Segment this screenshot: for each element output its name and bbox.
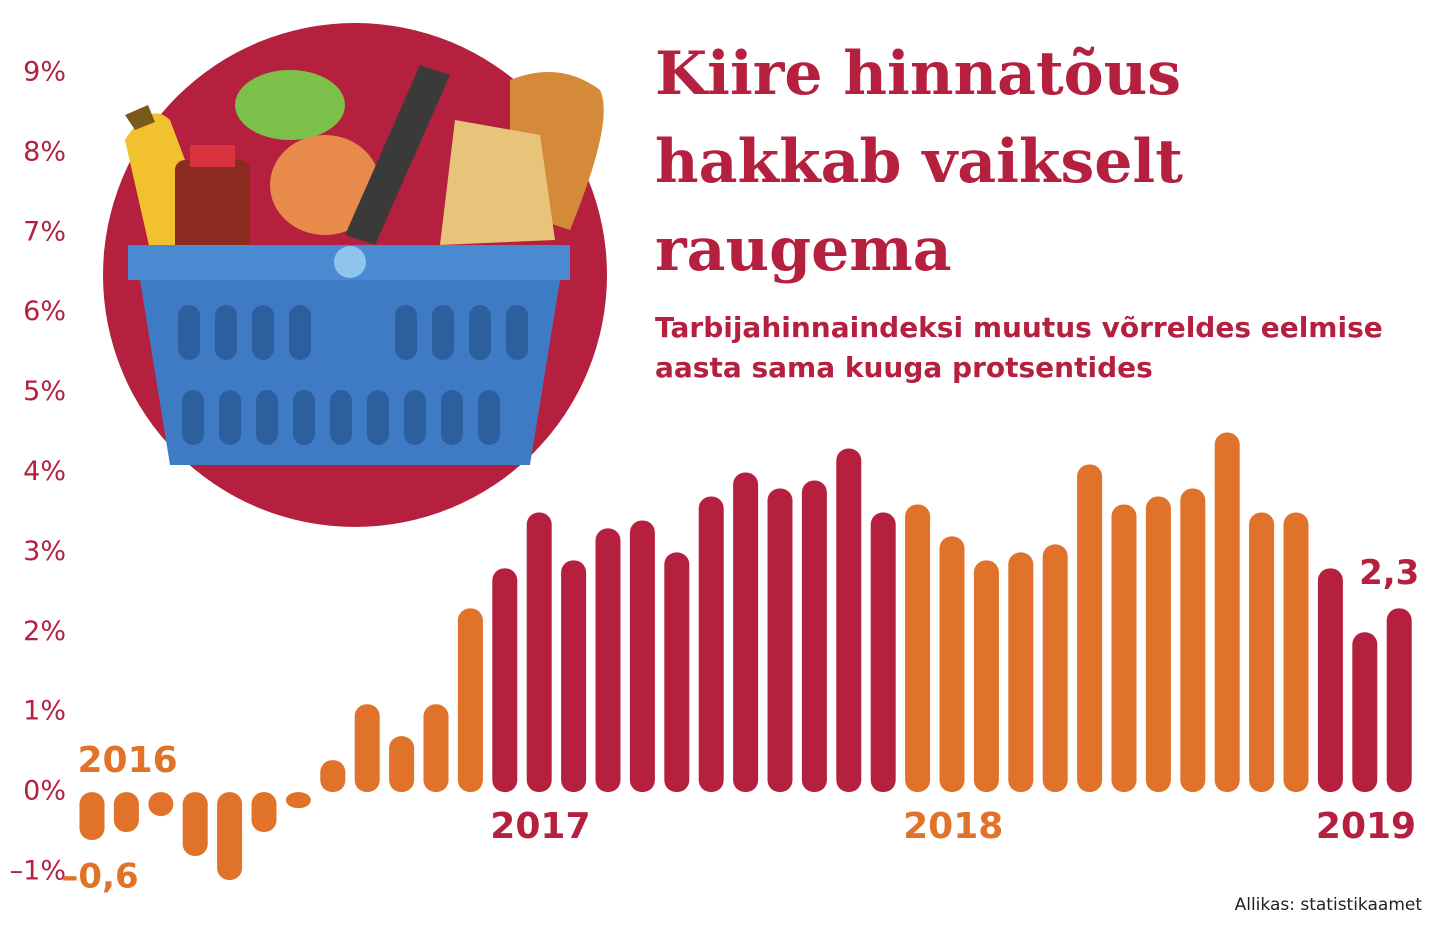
bar <box>561 560 587 793</box>
bar <box>1386 608 1412 793</box>
basket-holes <box>178 305 528 445</box>
bar <box>939 536 965 793</box>
y-tick-label: 8% <box>23 136 66 167</box>
y-tick-label: 6% <box>23 296 66 327</box>
bar <box>733 472 759 793</box>
year-label: 2017 <box>490 806 590 847</box>
bar <box>870 512 896 793</box>
basket-illustration <box>103 23 607 527</box>
bar <box>629 520 655 793</box>
bar <box>1317 568 1343 793</box>
banana-stem <box>125 105 155 130</box>
y-tick-label: 9% <box>23 57 66 88</box>
bottle-cap <box>190 145 235 167</box>
chart-title: Kiire hinnatõus hakkab vaikselt raugema <box>655 39 1183 285</box>
bar <box>1111 504 1137 793</box>
bar <box>698 496 724 793</box>
bar <box>1249 512 1275 793</box>
chart-subtitle: Tarbijahinnaindeksi muutus võrreldes eel… <box>655 311 1383 384</box>
bar <box>1283 512 1309 793</box>
bar <box>389 736 415 793</box>
y-tick-label: 2% <box>23 616 66 647</box>
bar <box>285 792 311 809</box>
year-label: 2018 <box>903 806 1003 847</box>
bar <box>148 792 174 817</box>
bar <box>1352 632 1378 793</box>
bar <box>1145 496 1171 793</box>
bar <box>1077 464 1103 793</box>
bar <box>905 504 931 793</box>
bar <box>217 792 243 880</box>
bar <box>1042 544 1068 793</box>
bar <box>423 704 449 793</box>
bar <box>664 552 690 793</box>
y-tick-label: 0% <box>23 776 66 807</box>
value-label: –0,6 <box>61 857 138 897</box>
bar <box>595 528 621 793</box>
paper-bag <box>440 120 555 245</box>
y-tick-label: 4% <box>23 456 66 487</box>
bottle <box>175 160 250 255</box>
greens <box>235 70 345 140</box>
y-tick-label: 1% <box>23 696 66 727</box>
bar <box>354 704 380 793</box>
y-tick-label: –1% <box>10 856 66 887</box>
bar <box>457 608 483 793</box>
y-tick-label: 3% <box>23 536 66 567</box>
y-tick-label: 7% <box>23 216 66 247</box>
bar <box>973 560 999 793</box>
bar <box>1214 432 1240 793</box>
basket-handle <box>345 65 450 245</box>
bar <box>251 792 277 833</box>
bar <box>836 448 862 793</box>
bar <box>79 792 105 841</box>
bar <box>767 488 793 793</box>
value-label: 2,3 <box>1359 553 1419 593</box>
carrots <box>270 135 380 235</box>
y-tick-label: 5% <box>23 376 66 407</box>
bar <box>801 480 827 793</box>
year-label: 2019 <box>1316 806 1416 847</box>
basket-clip <box>334 246 366 278</box>
bar <box>1180 488 1206 793</box>
source-note: Allikas: statistikaamet <box>1234 895 1422 915</box>
year-label: 2016 <box>78 740 178 781</box>
bar <box>526 512 552 793</box>
bar <box>113 792 139 833</box>
bar <box>182 792 208 857</box>
bar <box>492 568 518 793</box>
bar <box>1008 552 1034 793</box>
bar <box>320 760 346 793</box>
